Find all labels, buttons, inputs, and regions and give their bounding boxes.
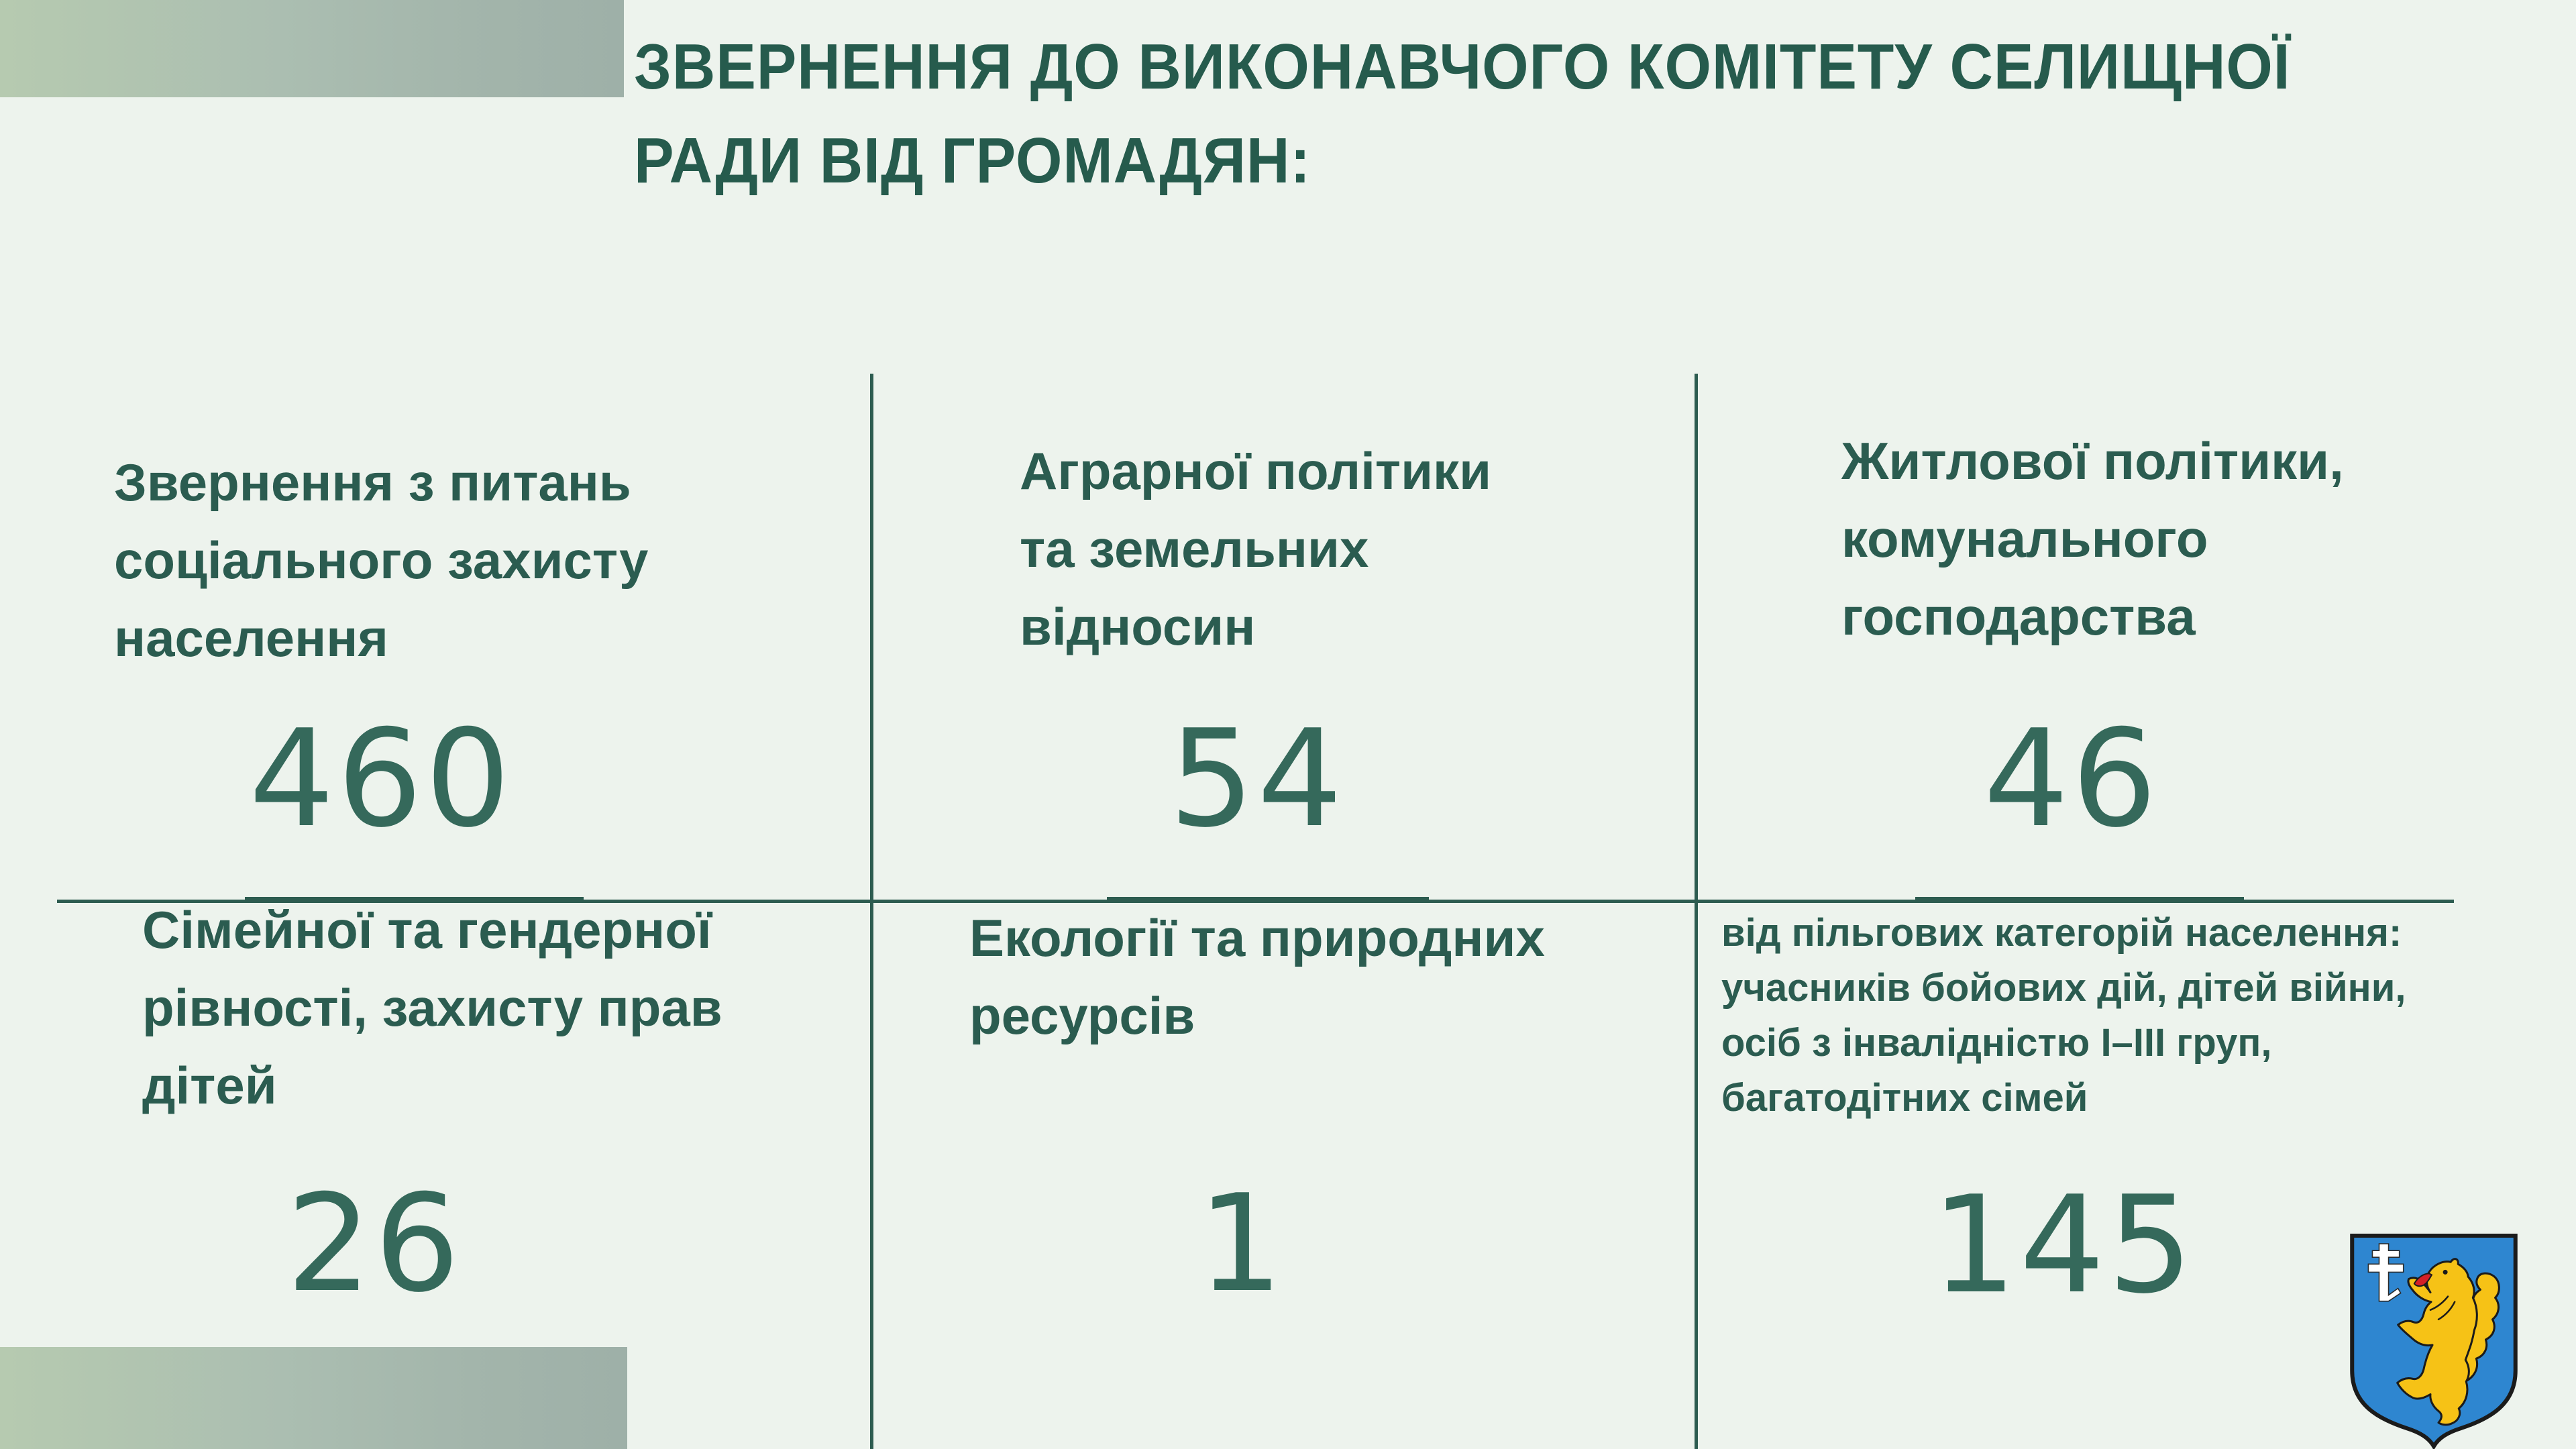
lion-body [2396,1258,2478,1426]
decor-gradient-bar-top [0,0,624,97]
category-value-ecology: 1 [1197,1166,1286,1322]
page-title: ЗВЕРНЕННЯ ДО ВИКОНАВЧОГО КОМІТЕТУ СЕЛИЩН… [634,31,2291,197]
coat-of-arms-icon [2350,1234,2518,1449]
divider-vertical-2 [1695,374,1698,1449]
divider-underline-segment-1 [245,897,584,903]
category-label-housing-policy: Житлової політики, комунального господар… [1841,431,2344,646]
category-value-family-gender: 26 [286,1166,463,1322]
category-value-privileged-categories: 145 [1931,1167,2196,1324]
category-label-ecology: Екології та природних ресурсів [969,908,1545,1045]
divider-underline-segment-2 [1107,897,1429,903]
lion-eye [2443,1269,2448,1275]
category-value-agrarian-policy: 54 [1169,701,1346,857]
category-label-family-gender: Сімейної та гендерної рівності, захисту … [142,900,722,1115]
divider-vertical-1 [870,374,873,1449]
category-value-social-protection: 460 [249,701,513,857]
category-label-privileged-categories: від пільгових категорій населення: учасн… [1721,911,2406,1120]
patriarchal-cross [2367,1243,2404,1302]
category-label-social-protection: Звернення з питань соціального захисту н… [114,453,649,667]
category-value-housing-policy: 46 [1983,701,2160,857]
decor-gradient-bar-bottom [0,1347,627,1449]
lion-tongue [2413,1273,2432,1287]
lion-mane-detail [2429,1295,2456,1321]
category-label-agrarian-policy: Аграрної політики та земельних відносин [1020,441,1492,656]
divider-underline-segment-3 [1915,897,2244,903]
